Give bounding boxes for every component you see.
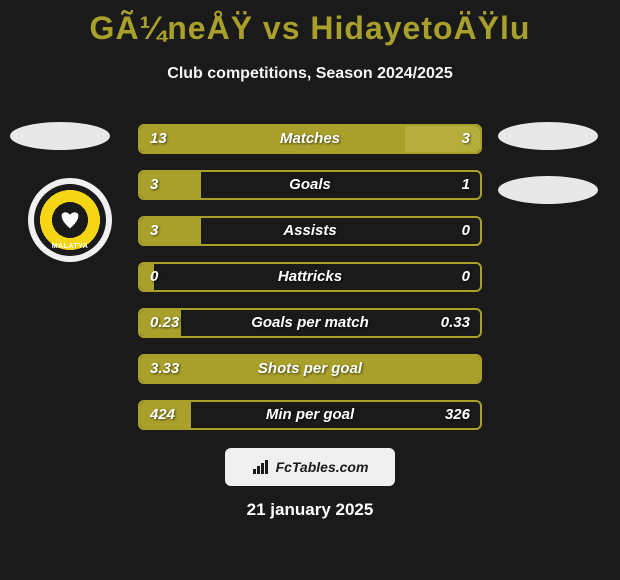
side-ellipse [498, 176, 598, 204]
comparison-title: GÃ¼neÅŸ vs HidayetoÄŸlu [0, 0, 620, 47]
stat-label: Shots per goal [140, 356, 480, 382]
stat-label: Hattricks [140, 264, 480, 290]
stat-row: 13Matches3 [138, 124, 482, 154]
stat-row: 0Hattricks0 [138, 262, 482, 292]
club-badge-inner: MALATYA [34, 184, 106, 256]
side-ellipse [498, 122, 598, 150]
heart-icon [57, 210, 83, 230]
club-badge-text: MALATYA [52, 243, 89, 250]
footer-brand-text: FcTables.com [276, 459, 369, 475]
stat-label: Goals per match [140, 310, 480, 336]
chart-icon [252, 459, 272, 475]
comparison-date: 21 january 2025 [0, 500, 620, 520]
stat-value-right: 0 [462, 218, 470, 244]
stat-row: 424Min per goal326 [138, 400, 482, 430]
stat-value-right: 3 [462, 126, 470, 152]
stat-label: Assists [140, 218, 480, 244]
stat-value-right: 0 [462, 264, 470, 290]
stat-row: 3.33Shots per goal [138, 354, 482, 384]
stat-row: 3Goals1 [138, 170, 482, 200]
side-ellipse [10, 122, 110, 150]
stat-label: Min per goal [140, 402, 480, 428]
stat-label: Matches [140, 126, 480, 152]
stat-rows-container: 13Matches33Goals13Assists00Hattricks00.2… [138, 124, 482, 446]
stat-value-right: 0.33 [441, 310, 470, 336]
stat-row: 3Assists0 [138, 216, 482, 246]
footer-brand-badge[interactable]: FcTables.com [225, 448, 395, 486]
club-badge-left: MALATYA [28, 178, 112, 262]
stat-value-right: 326 [445, 402, 470, 428]
stat-value-right: 1 [462, 172, 470, 198]
comparison-subtitle: Club competitions, Season 2024/2025 [0, 65, 620, 83]
stat-row: 0.23Goals per match0.33 [138, 308, 482, 338]
stat-label: Goals [140, 172, 480, 198]
